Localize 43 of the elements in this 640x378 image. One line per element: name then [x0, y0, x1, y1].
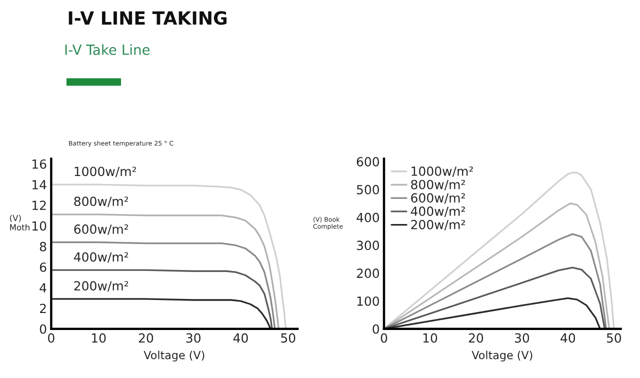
- y-tick-label: 500: [356, 184, 380, 194]
- y-tick-label: 8: [40, 242, 46, 252]
- y-tick-label: 16: [32, 159, 46, 169]
- y-tick-label: 14: [32, 180, 46, 190]
- y-tick-label: 200: [356, 268, 380, 278]
- y-tick-label: 4: [40, 283, 46, 292]
- x-tick-label: 0: [48, 333, 54, 343]
- y-tick-label: 0: [40, 324, 46, 334]
- x-tick-label: 10: [423, 333, 438, 343]
- x-tick-label: 20: [138, 333, 154, 343]
- x-tick-label: 40: [233, 333, 248, 343]
- series-label: 800w/m²: [74, 196, 128, 208]
- y-tick-label: 400: [356, 212, 380, 222]
- y-tick-label: 6: [40, 262, 46, 272]
- x-tick-label: 30: [186, 333, 200, 343]
- legend-label: 400w/m²: [410, 206, 465, 217]
- x-tick-label: 20: [468, 333, 484, 343]
- chart-title: I-V LINE TAKING: [68, 11, 227, 25]
- x-tick-label: 40: [560, 333, 576, 343]
- y-tick-label: 300: [356, 240, 380, 250]
- legend-label: 800w/m²: [411, 180, 465, 190]
- x-tick-label: 50: [606, 333, 622, 343]
- series-label: 1000w/m²: [74, 166, 136, 178]
- y-tick-label: 12: [32, 200, 46, 210]
- x-axis-title: Voltage (V): [144, 350, 204, 362]
- chart-subtitle: I-V Take Line: [65, 44, 150, 56]
- series-label: 600w/m²: [74, 224, 128, 235]
- legend-label: 200w/m²: [411, 220, 465, 230]
- x-tick-label: 50: [281, 333, 296, 343]
- series-label: 400w/m²: [74, 252, 128, 263]
- y-tick-label: 0: [372, 324, 380, 334]
- y-tick-label: 600: [356, 157, 380, 166]
- legend-label: 1000w/m²: [412, 166, 473, 177]
- x-tick-label: 10: [92, 333, 106, 343]
- y-tick-label: 2: [40, 304, 46, 313]
- y-axis-title: (V) Moth: [10, 214, 30, 230]
- legend-label: 600w/m²: [411, 193, 465, 204]
- series-label: 200w/m²: [74, 281, 128, 292]
- y-tick-label: 100: [357, 296, 380, 306]
- y-tick-label: 10: [32, 221, 46, 231]
- x-tick-label: 30: [514, 333, 530, 343]
- x-axis-title: Voltage (V): [472, 350, 532, 362]
- x-tick-label: 0: [380, 333, 388, 343]
